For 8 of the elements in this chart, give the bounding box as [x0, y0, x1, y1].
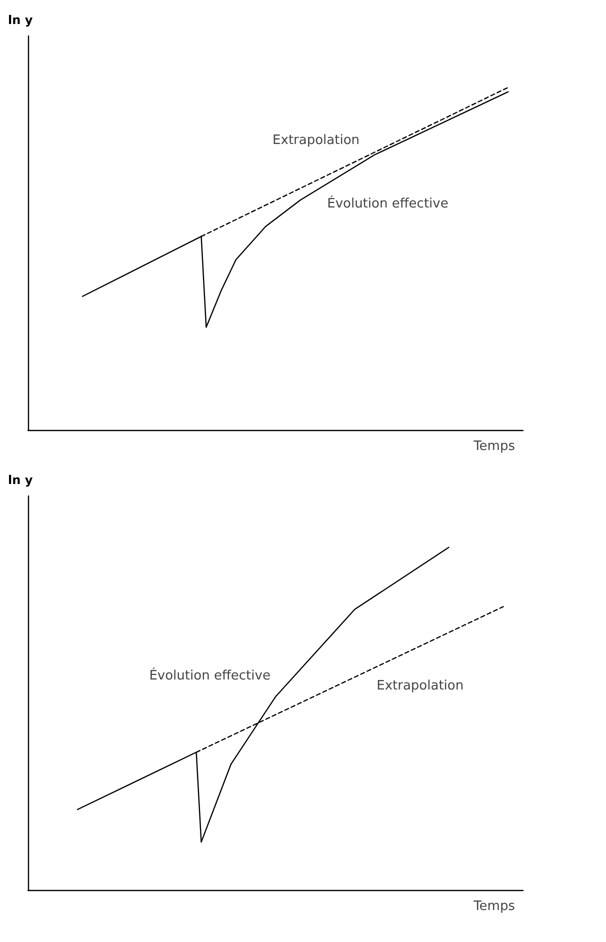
x-axis-title: Temps [472, 439, 516, 454]
x-axis-title: Temps [472, 899, 516, 914]
series-label: Évolution effective [327, 194, 448, 212]
y-axis-title: ln y [8, 13, 33, 27]
series-label: Extrapolation [376, 678, 464, 694]
y-axis-title: ln y [8, 473, 33, 487]
series-label: Évolution effective [149, 666, 270, 684]
series-label: Extrapolation [272, 132, 360, 148]
